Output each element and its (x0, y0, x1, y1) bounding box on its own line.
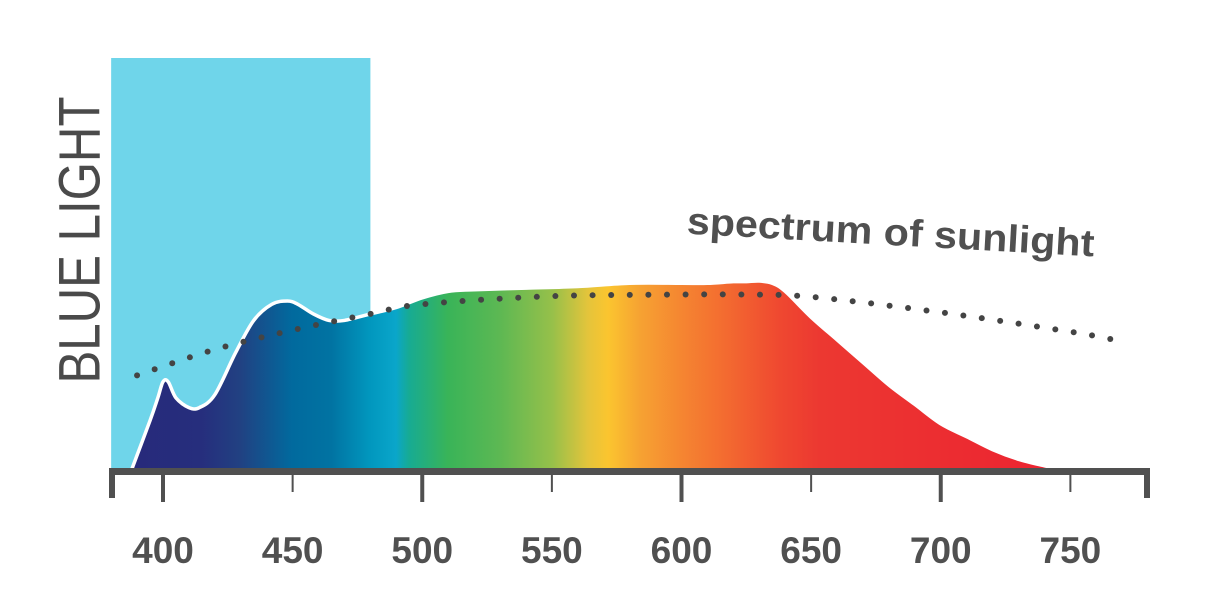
sunlight-line-dot (868, 300, 875, 307)
sunlight-line-dot (849, 298, 856, 305)
x-tick-mark-750 (1069, 472, 1072, 492)
sunlight-line-dot (186, 354, 193, 361)
sunlight-line-dot (1033, 323, 1040, 330)
sunlight-line-dot (626, 291, 633, 298)
sunlight-line-dot (682, 291, 689, 298)
y-axis-label-group: BLUE LIGHT (47, 97, 112, 384)
x-tick-mark-400 (161, 472, 165, 502)
sunlight-line-dot (608, 291, 615, 298)
x-axis-left-end-cap (109, 468, 115, 498)
blue-light-label: BLUE LIGHT (47, 97, 112, 384)
sunlight-line-dot (663, 291, 670, 298)
sunlight-line-dot (831, 296, 838, 303)
sunlight-line-dot (276, 330, 283, 337)
sunlight-line-dot (169, 360, 176, 367)
sunlight-line-dot (794, 292, 801, 299)
sunlight-line-dot (151, 366, 158, 373)
x-tick-label-550: 550 (521, 530, 583, 571)
sunlight-line-dot (240, 338, 247, 345)
sunlight-line-dot (1107, 335, 1114, 342)
sunlight-line-dot (997, 317, 1004, 324)
sunlight-line-dot (459, 298, 466, 305)
sunlight-line-dot (552, 293, 559, 300)
sunlight-line-dot (367, 310, 374, 317)
x-tick-label-600: 600 (651, 530, 713, 571)
sunlight-line-dot (1089, 332, 1096, 339)
sunlight-spectrum-line (134, 291, 1114, 379)
x-tick-mark-600 (679, 472, 684, 502)
spectrum-area (131, 280, 1060, 469)
sunlight-line-dot (886, 302, 893, 309)
sunlight-line-dot (570, 292, 577, 299)
spectrum-area-outline (130, 279, 1061, 471)
x-tick-mark-700 (938, 472, 943, 502)
sunlight-line-dot (978, 315, 985, 322)
x-tick-label-700: 700 (910, 530, 972, 571)
sunlight-line-dot (331, 318, 338, 325)
sunlight-line-dot (1015, 320, 1022, 327)
sunlight-line-dot (134, 372, 141, 379)
sunlight-line-dot (701, 291, 708, 298)
sunlight-annotation: spectrum of sunlight (686, 201, 1096, 266)
sunlight-line-dot (923, 307, 930, 314)
sunlight-line-dot (941, 309, 948, 316)
x-tick-label-450: 450 (262, 530, 324, 571)
sunlight-line-dot (496, 295, 503, 302)
sunlight-line-dot (589, 292, 596, 299)
sunlight-line-dot (645, 291, 652, 298)
x-tick-label-400: 400 (132, 530, 194, 571)
sunlight-line-dot (312, 322, 319, 328)
sunlight-line-dot (515, 294, 522, 301)
sunlight-line-dot (1052, 326, 1059, 333)
sunlight-line-dot (422, 300, 429, 307)
x-axis-right-end-cap (1144, 468, 1150, 498)
x-tick-label-500: 500 (391, 530, 453, 571)
sunlight-line-dot (349, 314, 356, 321)
sunlight-line-dot (385, 306, 392, 313)
x-tick-mark-500 (420, 472, 425, 502)
sunlight-line-dot (905, 305, 912, 312)
sunlight-line-dot (812, 294, 819, 301)
sunlight-line-dot (756, 291, 763, 298)
sunlight-line-dot (775, 291, 782, 298)
x-tick-mark-550 (550, 472, 553, 492)
sunlight-line-dot (960, 312, 967, 319)
x-tick-mark-650 (810, 472, 813, 492)
x-axis: 400 450 500 550 600 650 700 750 (109, 468, 1150, 571)
sunlight-line-dot (478, 296, 485, 303)
sunlight-line-dot (440, 299, 447, 306)
sunlight-line-dot (533, 293, 540, 300)
sunlight-line-dot (222, 343, 229, 350)
x-axis-line (109, 468, 1150, 475)
sunlight-line-dot (719, 291, 726, 298)
x-tick-label-750: 750 (1040, 530, 1102, 571)
sunlight-line-dot (258, 334, 265, 341)
sunlight-line-dot (204, 348, 211, 355)
x-tick-label-650: 650 (780, 530, 842, 571)
x-tick-mark-450 (291, 472, 294, 492)
sunlight-line-dot (738, 291, 745, 298)
sunlight-line-dot (294, 325, 301, 332)
sunlight-line-dot (1070, 329, 1077, 336)
sunlight-line-dot (403, 303, 410, 310)
